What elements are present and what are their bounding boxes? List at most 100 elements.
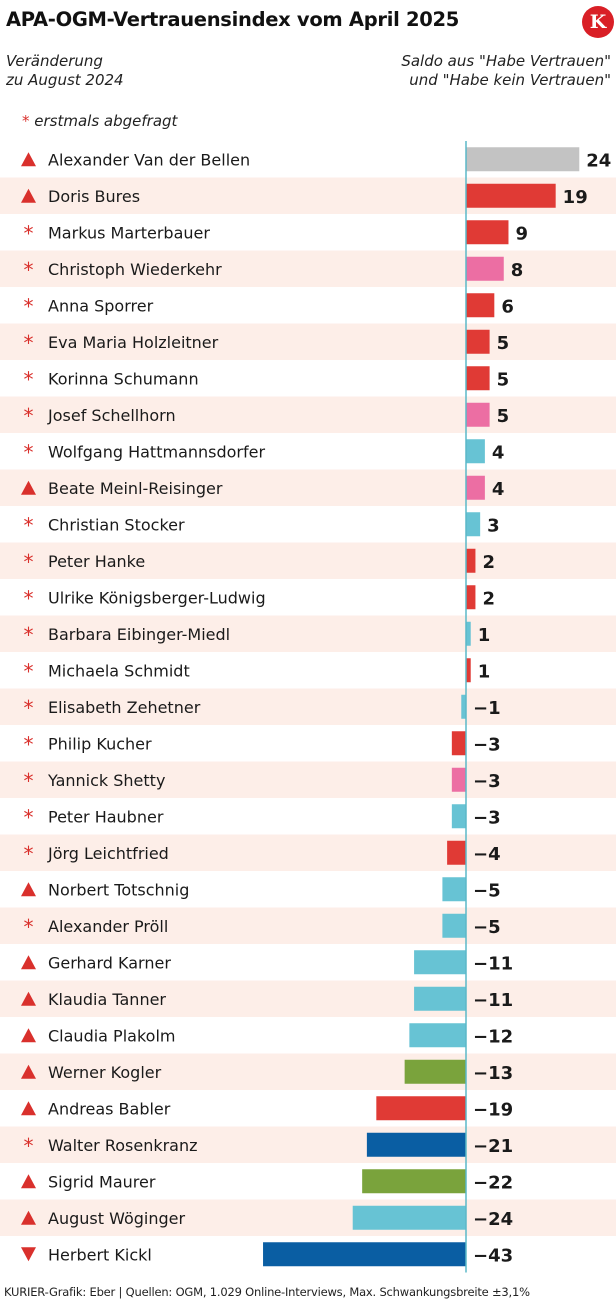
person-name-label: Barbara Eibinger-Miedl — [48, 625, 230, 644]
triangle-up-icon — [21, 991, 36, 1006]
triangle-up-icon — [21, 1064, 36, 1079]
row-stripe — [0, 834, 616, 871]
person-name-label: Elisabeth Zehetner — [48, 698, 201, 717]
value-label: 2 — [482, 588, 495, 609]
subtitle-change-line-1: Veränderung — [6, 52, 103, 70]
person-name-label: Eva Maria Holzleitner — [48, 333, 219, 352]
asterisk-icon: * — [24, 659, 34, 683]
bar — [362, 1169, 466, 1194]
person-name-label: Herbert Kickl — [48, 1245, 152, 1264]
person-name-label: Alexander Pröll — [48, 917, 168, 936]
asterisk-icon: * — [22, 112, 30, 130]
asterisk-icon: * — [24, 623, 34, 647]
legend-note-text: erstmals abgefragt — [34, 112, 178, 130]
person-name-label: Doris Bures — [48, 187, 140, 206]
value-label: 1 — [478, 625, 491, 646]
person-name-label: Beate Meinl-Reisinger — [48, 479, 223, 498]
value-label: −4 — [473, 844, 501, 865]
person-name-label: Wolfgang Hattmannsdorfer — [48, 442, 265, 461]
value-label: 1 — [478, 661, 491, 682]
bar — [414, 950, 466, 975]
bar — [366, 1132, 466, 1157]
asterisk-icon: * — [24, 440, 34, 464]
value-label: 5 — [497, 333, 510, 354]
chart-bars — [263, 147, 580, 1267]
person-name-label: Walter Rosenkranz — [48, 1136, 198, 1155]
bar — [466, 475, 485, 500]
value-label: 2 — [482, 552, 495, 573]
bar — [352, 1205, 466, 1230]
row-stripe — [0, 688, 616, 725]
asterisk-icon: * — [24, 221, 34, 245]
row-stripe — [0, 1199, 616, 1236]
bar — [409, 1023, 466, 1048]
person-name-label: Gerhard Karner — [48, 953, 171, 972]
triangle-down-icon — [21, 1247, 36, 1262]
value-label: −11 — [473, 953, 513, 974]
asterisk-icon: * — [24, 696, 34, 720]
value-label: 4 — [492, 442, 505, 463]
value-label: −22 — [473, 1172, 513, 1193]
bar — [451, 767, 466, 792]
bar — [263, 1242, 466, 1267]
triangle-up-icon — [21, 1210, 36, 1225]
triangle-up-icon — [21, 480, 36, 495]
asterisk-icon: * — [24, 805, 34, 829]
asterisk-icon: * — [24, 1134, 34, 1158]
chart-rows — [0, 177, 616, 1236]
person-name-label: Werner Kogler — [48, 1063, 162, 1082]
bar — [466, 585, 476, 610]
asterisk-icon: * — [24, 732, 34, 756]
bar — [466, 256, 504, 281]
value-label: 5 — [497, 406, 510, 427]
row-stripe — [0, 1053, 616, 1090]
value-label: −5 — [473, 917, 501, 938]
bar — [447, 840, 466, 865]
bar — [404, 1059, 466, 1084]
bar — [466, 658, 471, 683]
triangle-up-icon — [21, 152, 36, 167]
bar — [461, 694, 466, 719]
bar — [466, 293, 495, 318]
row-stripe — [0, 761, 616, 798]
row-stripe — [0, 615, 616, 652]
person-name-label: August Wöginger — [48, 1209, 185, 1228]
chart-title: APA-OGM-Vertrauensindex vom April 2025 — [6, 8, 460, 31]
person-name-label: Philip Kucher — [48, 734, 152, 753]
subtitle-change-line-2: zu August 2024 — [6, 71, 124, 89]
bar — [466, 548, 476, 573]
bar — [466, 512, 481, 537]
value-label: 5 — [497, 369, 510, 390]
person-name-label: Andreas Babler — [48, 1099, 171, 1118]
person-name-label: Anna Sporrer — [48, 296, 154, 315]
bar — [466, 402, 490, 427]
value-label: 4 — [492, 479, 505, 500]
asterisk-icon: * — [24, 513, 34, 537]
asterisk-icon: * — [24, 367, 34, 391]
value-label: −11 — [473, 990, 513, 1011]
asterisk-icon: * — [24, 842, 34, 866]
person-name-label: Korinna Schumann — [48, 369, 199, 388]
value-label: −3 — [473, 771, 501, 792]
subtitle-value: Saldo aus "Habe Vertrauen" und "Habe kei… — [396, 52, 611, 90]
bar — [466, 366, 490, 391]
person-name-label: Jörg Leichtfried — [47, 844, 169, 863]
person-name-label: Norbert Totschnig — [48, 880, 189, 899]
value-label: −3 — [473, 807, 501, 828]
kurier-logo: K — [582, 6, 614, 38]
person-name-label: Markus Marterbauer — [48, 223, 210, 242]
value-label: −13 — [473, 1063, 513, 1084]
bar — [442, 877, 466, 902]
source-footer: KURIER-Grafik: Eber | Quellen: OGM, 1.02… — [4, 1285, 530, 1299]
value-label: 19 — [563, 187, 588, 208]
bar — [466, 147, 580, 172]
triangle-up-icon — [21, 1028, 36, 1043]
asterisk-icon: * — [24, 915, 34, 939]
asterisk-icon: * — [24, 294, 34, 318]
row-stripe — [0, 542, 616, 579]
value-label: −21 — [473, 1136, 513, 1157]
person-name-label: Michaela Schmidt — [48, 661, 190, 680]
triangle-up-icon — [21, 1101, 36, 1116]
